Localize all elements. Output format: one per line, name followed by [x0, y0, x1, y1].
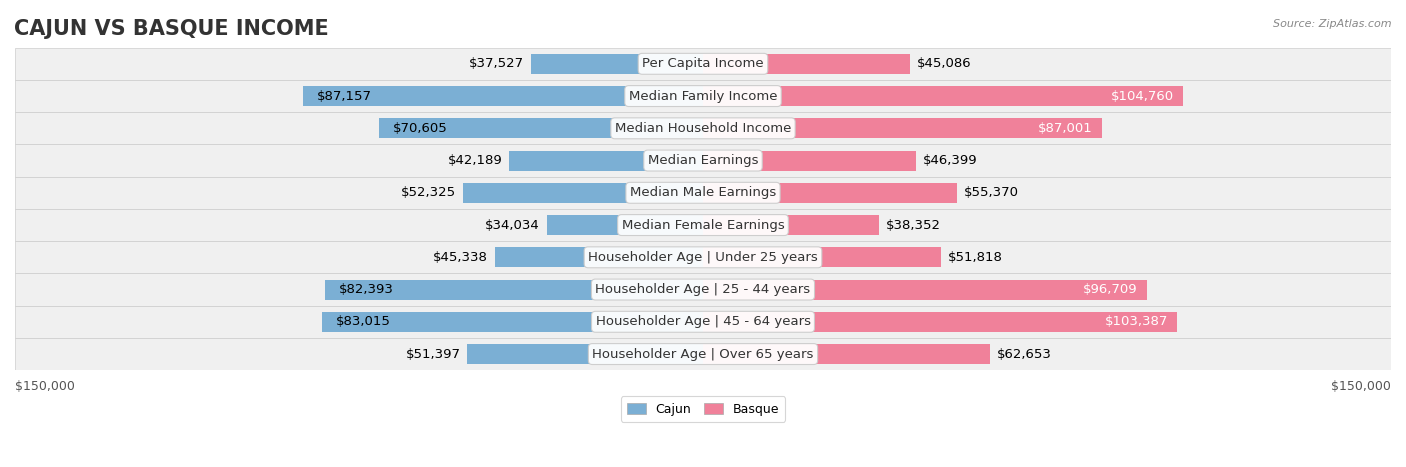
- Bar: [325, 280, 703, 299]
- Text: $103,387: $103,387: [1105, 315, 1168, 328]
- FancyBboxPatch shape: [15, 241, 1391, 274]
- Text: $87,001: $87,001: [1038, 122, 1092, 135]
- Bar: [380, 118, 703, 138]
- Text: $70,605: $70,605: [392, 122, 447, 135]
- Text: $45,086: $45,086: [917, 57, 972, 71]
- Text: Householder Age | Under 25 years: Householder Age | Under 25 years: [588, 251, 818, 264]
- Text: $104,760: $104,760: [1111, 90, 1174, 103]
- Text: Per Capita Income: Per Capita Income: [643, 57, 763, 71]
- Text: $150,000: $150,000: [1331, 380, 1391, 393]
- Text: Householder Age | Over 65 years: Householder Age | Over 65 years: [592, 347, 814, 361]
- Bar: [703, 312, 1177, 332]
- Text: $150,000: $150,000: [15, 380, 75, 393]
- FancyBboxPatch shape: [15, 144, 1391, 177]
- Text: $82,393: $82,393: [339, 283, 394, 296]
- Text: $51,818: $51,818: [948, 251, 1002, 264]
- Text: Householder Age | 25 - 44 years: Householder Age | 25 - 44 years: [595, 283, 811, 296]
- Text: $37,527: $37,527: [468, 57, 524, 71]
- FancyBboxPatch shape: [15, 274, 1391, 306]
- Text: $55,370: $55,370: [965, 186, 1019, 199]
- Text: Median Male Earnings: Median Male Earnings: [630, 186, 776, 199]
- Text: $51,397: $51,397: [405, 347, 460, 361]
- Bar: [304, 86, 703, 106]
- FancyBboxPatch shape: [15, 306, 1391, 338]
- Bar: [703, 248, 941, 267]
- FancyBboxPatch shape: [15, 338, 1391, 370]
- Bar: [531, 54, 703, 74]
- Legend: Cajun, Basque: Cajun, Basque: [620, 396, 786, 422]
- FancyBboxPatch shape: [15, 48, 1391, 80]
- Bar: [322, 312, 703, 332]
- Text: $62,653: $62,653: [997, 347, 1052, 361]
- Bar: [703, 150, 915, 170]
- Text: Median Household Income: Median Household Income: [614, 122, 792, 135]
- Text: Source: ZipAtlas.com: Source: ZipAtlas.com: [1274, 19, 1392, 28]
- Bar: [703, 344, 990, 364]
- Bar: [703, 54, 910, 74]
- Text: $87,157: $87,157: [316, 90, 373, 103]
- Text: $46,399: $46,399: [922, 154, 977, 167]
- Text: CAJUN VS BASQUE INCOME: CAJUN VS BASQUE INCOME: [14, 19, 329, 39]
- Text: $45,338: $45,338: [433, 251, 488, 264]
- Bar: [703, 86, 1184, 106]
- Bar: [495, 248, 703, 267]
- Bar: [467, 344, 703, 364]
- Text: Householder Age | 45 - 64 years: Householder Age | 45 - 64 years: [596, 315, 810, 328]
- Bar: [509, 150, 703, 170]
- Bar: [703, 280, 1146, 299]
- Bar: [463, 183, 703, 203]
- Text: Median Family Income: Median Family Income: [628, 90, 778, 103]
- Text: $38,352: $38,352: [886, 219, 941, 232]
- Bar: [703, 183, 957, 203]
- Text: $52,325: $52,325: [401, 186, 456, 199]
- FancyBboxPatch shape: [15, 209, 1391, 241]
- Bar: [547, 215, 703, 235]
- Text: $42,189: $42,189: [449, 154, 502, 167]
- Text: Median Earnings: Median Earnings: [648, 154, 758, 167]
- Text: $83,015: $83,015: [336, 315, 391, 328]
- Bar: [703, 215, 879, 235]
- FancyBboxPatch shape: [15, 112, 1391, 144]
- Text: $96,709: $96,709: [1083, 283, 1137, 296]
- FancyBboxPatch shape: [15, 177, 1391, 209]
- Bar: [703, 118, 1102, 138]
- Text: $34,034: $34,034: [485, 219, 540, 232]
- FancyBboxPatch shape: [15, 80, 1391, 112]
- Text: Median Female Earnings: Median Female Earnings: [621, 219, 785, 232]
